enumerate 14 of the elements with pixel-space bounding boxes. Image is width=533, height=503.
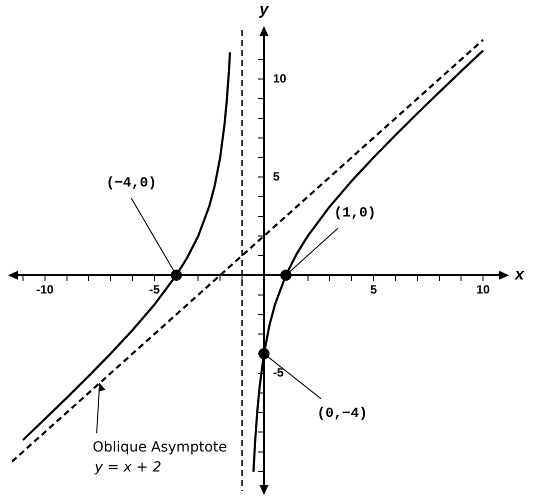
x-tick-label: -5 (149, 282, 160, 297)
y-tick-label: 5 (272, 169, 280, 184)
annotation: (−4,0) (106, 176, 157, 192)
x-tick-label: 5 (370, 282, 378, 297)
y-tick-label: 10 (272, 71, 287, 86)
annotation: Oblique Asymptote (92, 440, 228, 456)
annotation: y = x + 2 (94, 460, 162, 476)
x-tick-label: -10 (36, 282, 54, 297)
x-tick-label: 10 (476, 282, 490, 297)
y-tick-label: -5 (272, 366, 284, 380)
x-axis-title: x (514, 266, 525, 284)
annotation: (0,−4) (316, 406, 368, 422)
y-axis-title: y (258, 1, 270, 18)
annotation: (1,0) (334, 206, 376, 222)
